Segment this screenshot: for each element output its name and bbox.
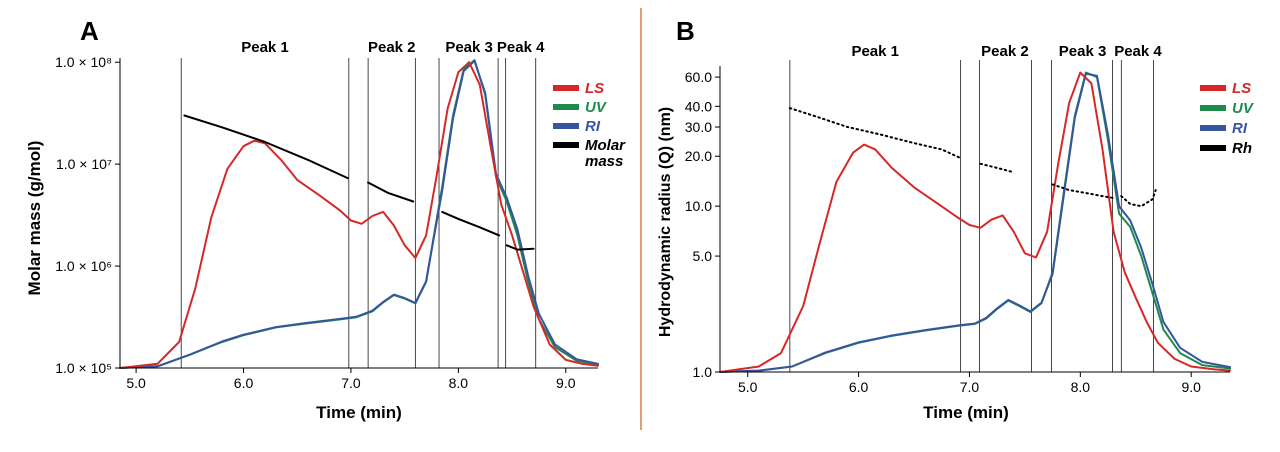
legend-label: LS — [1232, 80, 1251, 97]
plot-area — [719, 71, 1231, 373]
x-tick-label: 8.0 — [1071, 379, 1091, 395]
peak-label: Peak 4 — [1114, 43, 1162, 60]
series-line — [441, 210, 501, 237]
legend-label: Molar mass — [585, 137, 626, 170]
plot-area — [119, 59, 599, 369]
peak-label: Peak 2 — [368, 39, 416, 56]
series-rh — [788, 107, 1157, 208]
series-line — [979, 162, 1015, 174]
series-ls — [119, 61, 599, 369]
peak-label: Peak 4 — [497, 39, 545, 56]
legend: LS UV RI Molar mass — [553, 80, 626, 170]
series-ri — [719, 72, 1231, 373]
x-ticks: 5.0 6.0 7.0 8.0 9.0 — [738, 372, 1201, 395]
y-tick-label: 20.0 — [685, 148, 712, 164]
legend: LS UV RI Rh — [1200, 80, 1255, 157]
legend-label: RI — [1232, 120, 1248, 137]
y-axis-label: Hydrodynamic radius (Q) (nm) — [657, 107, 674, 337]
x-axis-label: Time (min) — [316, 403, 402, 422]
y-ticks: 1.0 5.0 10.0 20.0 30.0 40.0 60.0 — [685, 69, 720, 380]
legend-label: RI — [585, 118, 601, 135]
series-line — [1120, 189, 1157, 208]
series-line — [719, 71, 1231, 373]
x-tick-label: 5.0 — [126, 375, 146, 391]
peak-label: Peak 1 — [241, 39, 289, 56]
x-tick-label: 7.0 — [341, 375, 361, 391]
y-tick-label: 5.0 — [693, 248, 713, 264]
peak-label: Peak 2 — [981, 43, 1029, 60]
series-line — [1051, 183, 1115, 199]
panel-label-a: A — [80, 16, 99, 46]
series-line — [505, 244, 535, 251]
series-line — [788, 107, 962, 160]
y-tick-label: 1.0 × 10⁵ — [55, 360, 112, 376]
panel-b: B Peak 1 Peak 2 Peak 3 Peak 4 5.0 6.0 7.0 8.0 9… — [657, 16, 1255, 422]
series-ls — [719, 71, 1231, 373]
peak-label: Peak 3 — [1059, 43, 1107, 60]
series-line — [719, 72, 1231, 373]
x-tick-label: 8.0 — [449, 375, 469, 391]
x-axis-label: Time (min) — [923, 403, 1009, 422]
panel-a: A Peak 1 Peak 2 Peak 3 Peak 4 5.0 6.0 7.0 8.0 9… — [25, 16, 626, 422]
x-tick-label: 7.0 — [960, 379, 980, 395]
legend-label: LS — [585, 80, 604, 97]
y-tick-label: 1.0 × 10⁸ — [55, 54, 112, 70]
series-line — [119, 59, 599, 369]
legend-label: UV — [585, 99, 608, 116]
x-tick-label: 6.0 — [849, 379, 869, 395]
y-tick-label: 1.0 × 10⁶ — [55, 258, 112, 274]
peak-labels: Peak 1 Peak 2 Peak 3 Peak 4 — [241, 39, 545, 56]
legend-label: Rh — [1232, 140, 1252, 157]
y-tick-label: 60.0 — [685, 69, 712, 85]
axes — [119, 58, 598, 369]
legend-label: UV — [1232, 100, 1255, 117]
series-uv — [119, 59, 599, 369]
x-ticks: 5.0 6.0 7.0 8.0 9.0 — [126, 368, 576, 391]
series-line — [119, 61, 599, 369]
y-tick-label: 30.0 — [685, 119, 712, 135]
series-line — [119, 59, 599, 369]
series-line — [183, 114, 349, 180]
peak-labels: Peak 1 Peak 2 Peak 3 Peak 4 — [851, 43, 1162, 60]
x-tick-label: 5.0 — [738, 379, 758, 395]
peak-label: Peak 1 — [851, 43, 899, 60]
y-tick-label: 10.0 — [685, 198, 712, 214]
y-axis-label: Molar mass (g/mol) — [25, 141, 44, 296]
y-ticks: 1.0 × 10⁵ 1.0 × 10⁶ 1.0 × 10⁷ 1.0 × 10⁸ — [55, 54, 120, 376]
y-tick-label: 1.0 — [693, 364, 713, 380]
axes — [719, 66, 1230, 373]
series-molar-mass — [183, 114, 535, 251]
series-ri — [119, 59, 599, 369]
x-tick-label: 9.0 — [1181, 379, 1201, 395]
peak-label: Peak 3 — [445, 39, 493, 56]
x-tick-label: 9.0 — [556, 375, 576, 391]
x-tick-label: 6.0 — [234, 375, 254, 391]
y-tick-label: 40.0 — [685, 98, 712, 114]
y-tick-label: 1.0 × 10⁷ — [56, 156, 112, 172]
series-line — [367, 181, 415, 203]
panel-label-b: B — [676, 16, 695, 46]
